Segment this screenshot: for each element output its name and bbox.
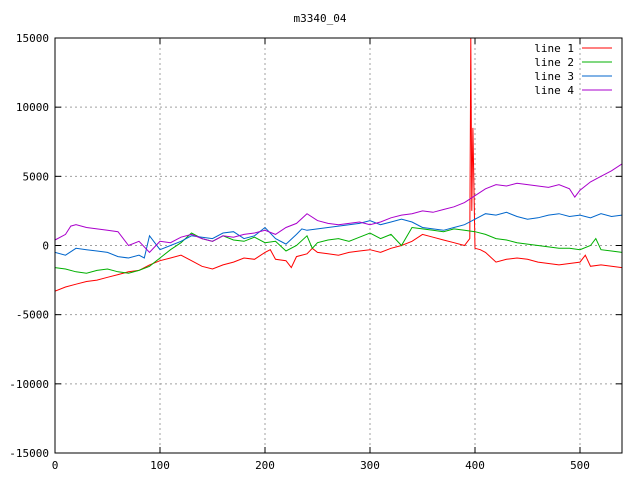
series-line-3 bbox=[55, 211, 622, 259]
x-tick-label: 300 bbox=[360, 459, 380, 472]
y-tick-label: 5000 bbox=[23, 170, 50, 183]
x-tick-label: 100 bbox=[150, 459, 170, 472]
y-tick-label: -10000 bbox=[9, 378, 49, 391]
y-tick-label: 10000 bbox=[16, 101, 49, 114]
legend-label-1: line 1 bbox=[534, 42, 574, 55]
grid bbox=[55, 38, 622, 453]
series-line-1 bbox=[55, 38, 622, 292]
y-tick-label: -15000 bbox=[9, 447, 49, 460]
y-tick-label: -5000 bbox=[16, 309, 49, 322]
legend-label-3: line 3 bbox=[534, 70, 574, 83]
x-tick-label: 500 bbox=[570, 459, 590, 472]
x-tick-label: 400 bbox=[465, 459, 485, 472]
x-tick-label: 0 bbox=[52, 459, 59, 472]
axis-ticks: 0 100 200 300 400 500 -15000 -10000 -5000 0 5000 10… bbox=[9, 32, 622, 472]
chart-title: m3340_04 bbox=[294, 12, 347, 25]
x-tick-label: 200 bbox=[255, 459, 275, 472]
legend-label-2: line 2 bbox=[534, 56, 574, 69]
y-tick-label: 15000 bbox=[16, 32, 49, 45]
y-tick-label: 0 bbox=[42, 240, 49, 253]
plot-series bbox=[55, 38, 622, 292]
legend-label-4: line 4 bbox=[534, 84, 574, 97]
series-line-4 bbox=[55, 163, 622, 254]
series-line-2 bbox=[55, 226, 622, 274]
